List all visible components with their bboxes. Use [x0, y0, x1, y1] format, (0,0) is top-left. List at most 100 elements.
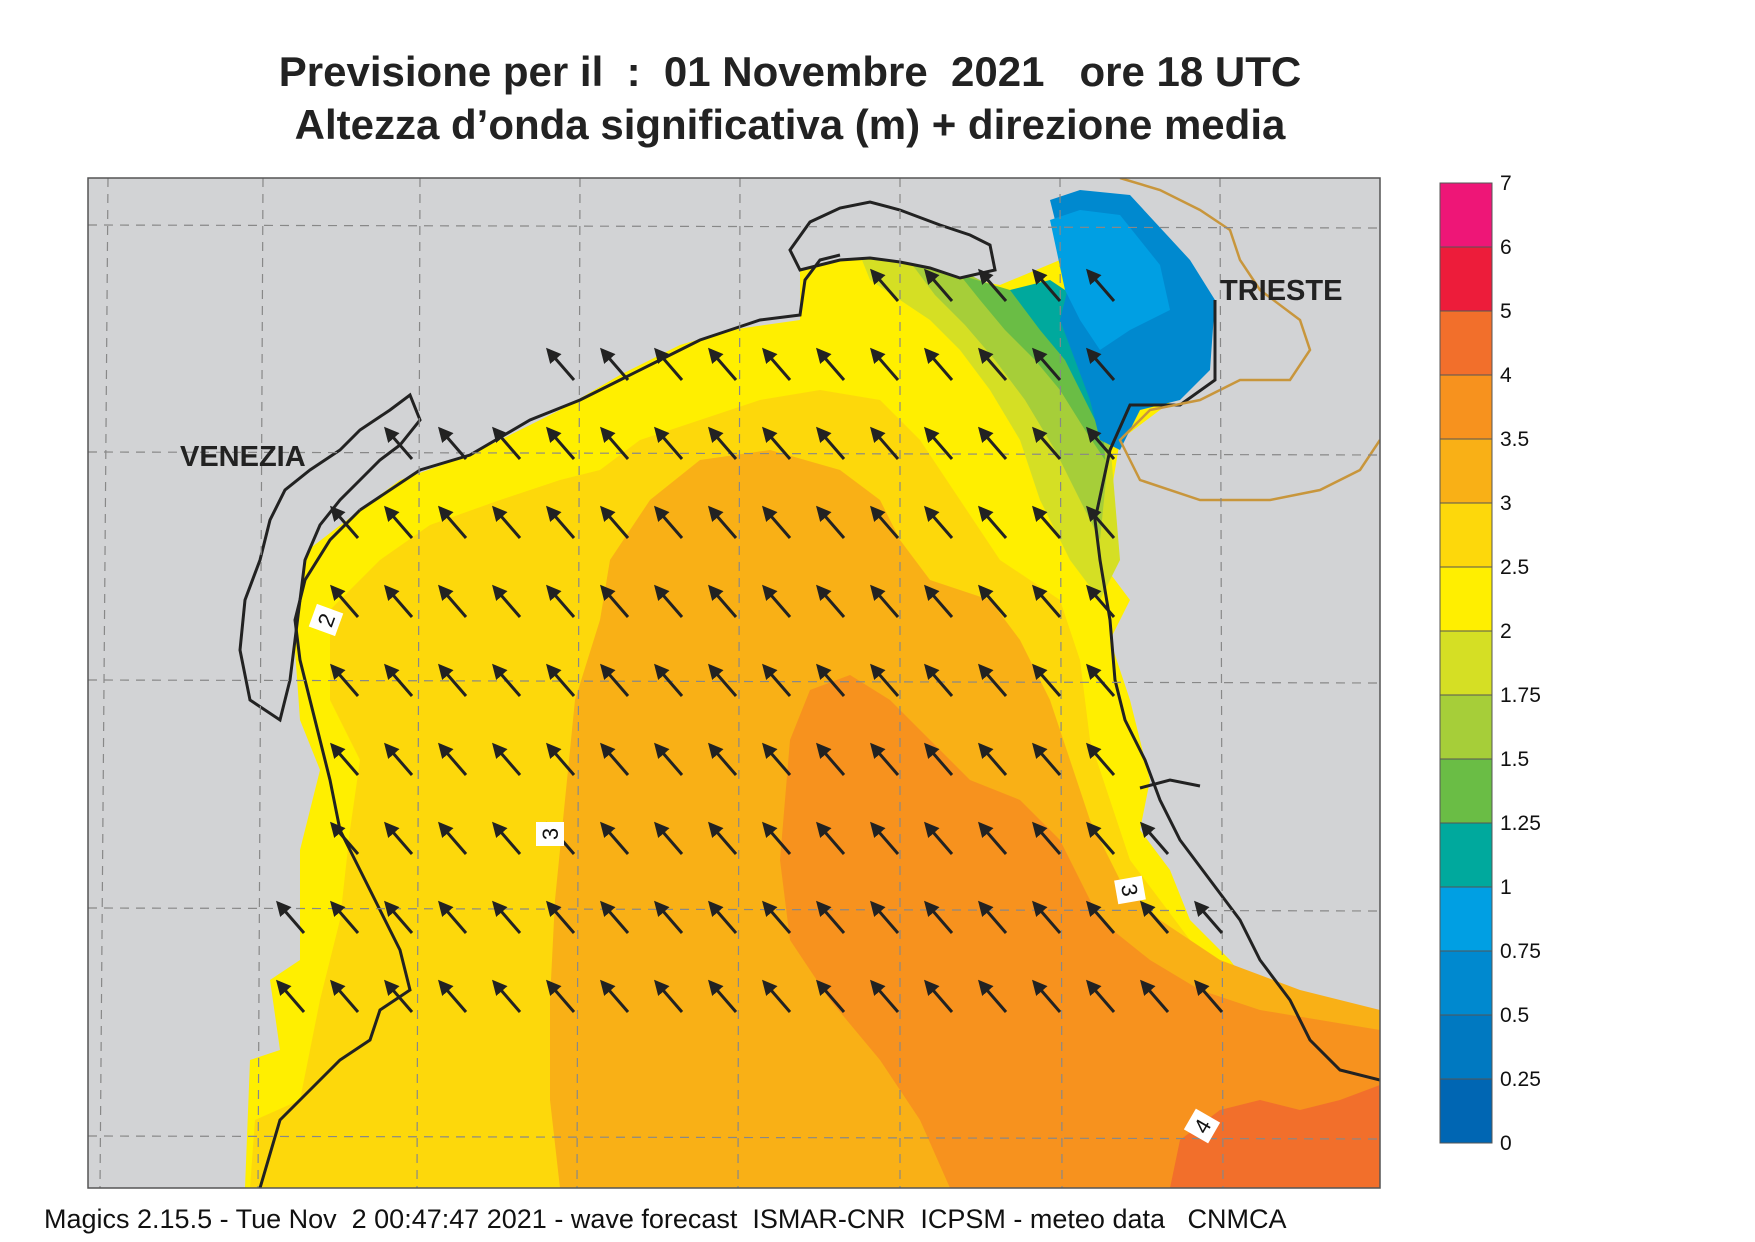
- direction-arrow: [384, 821, 414, 855]
- direction-arrow: [708, 505, 738, 539]
- direction-arrow: [870, 979, 900, 1013]
- direction-arrow: [384, 505, 414, 539]
- direction-arrow: [1086, 584, 1116, 618]
- direction-arrow: [438, 742, 468, 776]
- direction-arrow: [708, 742, 738, 776]
- direction-arrow: [1194, 900, 1224, 934]
- direction-arrow: [654, 900, 684, 934]
- direction-arrow: [438, 584, 468, 618]
- direction-arrow: [924, 742, 954, 776]
- direction-arrow: [816, 663, 846, 697]
- direction-arrow: [492, 663, 522, 697]
- direction-arrow: [492, 900, 522, 934]
- direction-arrow: [600, 979, 630, 1013]
- direction-arrow: [654, 742, 684, 776]
- direction-arrow: [384, 426, 414, 460]
- colorbar-label: 5: [1500, 300, 1512, 323]
- colorbar-label: 3.5: [1500, 428, 1529, 451]
- direction-arrow: [546, 505, 576, 539]
- direction-arrow: [600, 505, 630, 539]
- direction-arrow: [1032, 663, 1062, 697]
- contour-label-2: 2: [308, 603, 344, 637]
- direction-arrows: [276, 268, 1224, 1013]
- direction-arrow: [1032, 742, 1062, 776]
- direction-arrow: [330, 584, 360, 618]
- direction-arrow: [438, 505, 468, 539]
- direction-arrow: [978, 821, 1008, 855]
- direction-arrow: [924, 821, 954, 855]
- direction-arrow: [870, 505, 900, 539]
- direction-arrow: [1032, 505, 1062, 539]
- direction-arrow: [816, 900, 846, 934]
- direction-arrow: [762, 347, 792, 381]
- colorbar-swatch: [1439, 566, 1493, 632]
- direction-arrow: [1086, 742, 1116, 776]
- direction-arrow: [870, 821, 900, 855]
- colorbar-swatch: [1439, 758, 1493, 824]
- colorbar-swatch: [1439, 822, 1493, 888]
- direction-arrow: [816, 979, 846, 1013]
- colorbar-swatch: [1439, 630, 1493, 696]
- direction-arrow: [546, 979, 576, 1013]
- direction-arrow: [870, 347, 900, 381]
- direction-arrow: [654, 584, 684, 618]
- colorbar-swatch: [1439, 374, 1493, 440]
- direction-arrow: [1140, 900, 1170, 934]
- direction-arrow: [546, 663, 576, 697]
- direction-arrow: [816, 505, 846, 539]
- direction-arrow: [816, 742, 846, 776]
- graticule: [88, 178, 1380, 1188]
- border-italy-slovenia: [1118, 178, 1380, 502]
- direction-arrow: [924, 663, 954, 697]
- lagoon-grado-marano: [788, 200, 997, 280]
- direction-arrow: [546, 584, 576, 618]
- direction-arrow: [600, 821, 630, 855]
- direction-arrow: [870, 584, 900, 618]
- direction-arrow: [492, 742, 522, 776]
- contour-label-3-west: 3: [536, 822, 564, 846]
- direction-arrow: [654, 979, 684, 1013]
- direction-arrow: [924, 900, 954, 934]
- direction-arrow: [762, 979, 792, 1013]
- colorbar-label: 1.25: [1500, 812, 1541, 835]
- colorbar-label: 6: [1500, 236, 1512, 259]
- direction-arrow: [816, 426, 846, 460]
- direction-arrow: [978, 268, 1008, 302]
- direction-arrow: [978, 505, 1008, 539]
- colorbar-label: 1.5: [1500, 748, 1529, 771]
- direction-arrow: [438, 426, 468, 460]
- colorbar-swatch: [1439, 694, 1493, 760]
- direction-arrow: [1086, 821, 1116, 855]
- direction-arrow: [924, 268, 954, 302]
- direction-arrow: [1032, 426, 1062, 460]
- direction-arrow: [762, 821, 792, 855]
- direction-arrow: [600, 426, 630, 460]
- direction-arrow: [546, 426, 576, 460]
- map-frame: [87, 177, 1381, 1189]
- colorbar-label: 7: [1500, 172, 1512, 195]
- direction-arrow: [816, 821, 846, 855]
- direction-arrow: [978, 742, 1008, 776]
- direction-arrow: [708, 663, 738, 697]
- direction-arrow: [924, 505, 954, 539]
- sea-3.5-4: [780, 675, 1380, 1188]
- direction-arrow: [330, 821, 360, 855]
- direction-arrow: [384, 584, 414, 618]
- direction-arrow: [384, 979, 414, 1013]
- direction-arrow: [384, 663, 414, 697]
- direction-arrow: [762, 426, 792, 460]
- direction-arrow: [600, 663, 630, 697]
- direction-arrow: [492, 979, 522, 1013]
- direction-arrow: [924, 979, 954, 1013]
- place-trieste: TRIESTE: [1220, 275, 1342, 307]
- direction-arrow: [654, 347, 684, 381]
- direction-arrow: [330, 979, 360, 1013]
- direction-arrow: [762, 742, 792, 776]
- direction-arrow: [1086, 347, 1116, 381]
- direction-arrow: [1032, 979, 1062, 1013]
- colorbar-label: 1.75: [1500, 684, 1541, 707]
- direction-arrow: [978, 900, 1008, 934]
- colorbar-label: 0: [1500, 1132, 1512, 1155]
- direction-arrow: [870, 742, 900, 776]
- map-area: 2 3 3 4 VENEZIA TRIESTE: [88, 178, 1380, 1188]
